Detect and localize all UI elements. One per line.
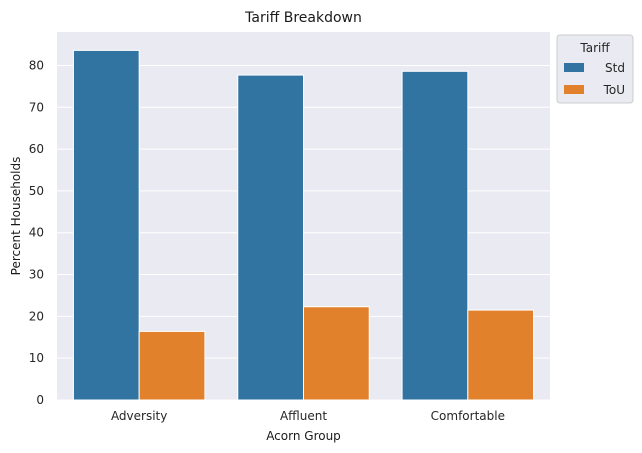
y-axis-label: Percent Households bbox=[9, 157, 23, 276]
bars bbox=[72, 49, 535, 401]
legend-title: Tariff bbox=[579, 41, 610, 55]
y-tick-label: 30 bbox=[29, 268, 44, 282]
x-axis-ticks: Adversity Affluent Comfortable bbox=[111, 409, 505, 423]
bar-std-comfortable bbox=[401, 70, 469, 401]
chart-title: Tariff Breakdown bbox=[244, 10, 362, 26]
y-tick-label: 0 bbox=[36, 393, 44, 407]
bar-tou-comfortable bbox=[467, 309, 535, 401]
y-axis-ticks: 0 10 20 30 40 50 60 70 80 bbox=[29, 58, 44, 407]
bar-std-adversity bbox=[72, 49, 140, 401]
bar-tou-affluent bbox=[303, 306, 370, 401]
y-tick-label: 70 bbox=[29, 100, 44, 114]
x-tick-label: Comfortable bbox=[431, 409, 505, 423]
legend-swatch-std bbox=[564, 63, 584, 72]
y-tick-label: 20 bbox=[29, 309, 44, 323]
y-tick-label: 80 bbox=[29, 58, 44, 72]
y-tick-label: 40 bbox=[29, 226, 44, 240]
legend-swatch-tou bbox=[564, 85, 584, 94]
legend-label-std: Std bbox=[605, 61, 625, 75]
legend-label-tou: ToU bbox=[603, 83, 625, 97]
bar-std-affluent bbox=[237, 74, 304, 401]
y-tick-label: 10 bbox=[29, 351, 44, 365]
legend: Tariff Std ToU bbox=[556, 34, 634, 104]
x-axis-label: Acorn Group bbox=[266, 429, 341, 443]
y-tick-label: 50 bbox=[29, 184, 44, 198]
x-tick-label: Affluent bbox=[280, 409, 327, 423]
x-tick-label: Adversity bbox=[111, 409, 167, 423]
y-tick-label: 60 bbox=[29, 142, 44, 156]
bar-tou-adversity bbox=[138, 330, 206, 401]
